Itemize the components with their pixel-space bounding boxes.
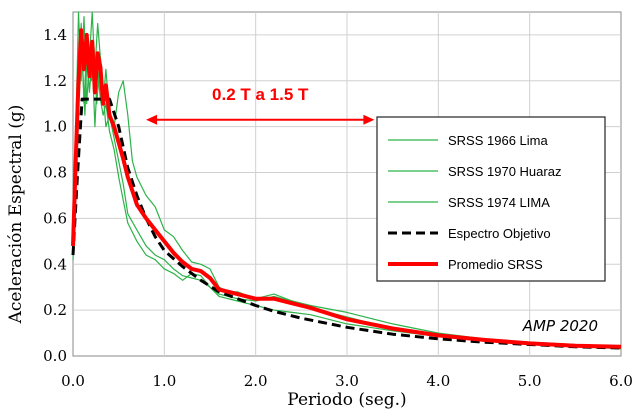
y-tick-label: 1.4 [43, 26, 67, 44]
y-tick-label: 0.2 [43, 301, 67, 319]
x-tick-label: 2.0 [244, 372, 268, 390]
y-tick-label: 0.6 [43, 209, 67, 227]
x-tick-label: 0.0 [61, 372, 85, 390]
x-tick-label: 6.0 [609, 372, 633, 390]
author-signature: AMP 2020 [522, 317, 598, 335]
legend-label: Promedio SRSS [448, 257, 543, 272]
y-tick-label: 0.0 [43, 347, 67, 365]
y-tick-label: 1.2 [43, 72, 67, 90]
tick-layer: 0.0 0.2 0.4 0.6 0.8 1.0 1.2 1.4 0.0 1.0 2.0 3.0 4.0 5… [43, 26, 633, 390]
period-range-annotation: 0.2 T a 1.5 T [146, 85, 375, 125]
legend-label: SRSS 1974 LIMA [448, 195, 550, 210]
y-axis-title: Aceleración Espectral (g) [6, 105, 26, 325]
x-tick-label: 5.0 [518, 372, 542, 390]
y-tick-label: 1.0 [43, 118, 67, 136]
y-tick-label: 0.8 [43, 164, 67, 182]
x-tick-label: 1.0 [152, 372, 176, 390]
legend: SRSS 1966 Lima SRSS 1970 Huaraz SRSS 1974 … [376, 116, 606, 282]
series-line-4 [71, 28, 622, 349]
legend-label: Espectro Objetivo [448, 226, 551, 241]
legend-label: SRSS 1970 Huaraz [448, 164, 561, 179]
period-range-arrow-right-head [363, 114, 375, 125]
legend-label: SRSS 1966 Lima [448, 133, 548, 148]
x-tick-label: 3.0 [335, 372, 359, 390]
legend-box [376, 116, 606, 282]
series-line-3 [71, 97, 622, 350]
grid-layer [73, 12, 621, 356]
period-range-label: 0.2 T a 1.5 T [212, 85, 309, 104]
series-line-1 [72, 11, 622, 348]
y-tick-label: 0.4 [43, 255, 67, 273]
legend-items: SRSS 1966 Lima SRSS 1970 Huaraz SRSS 1974 … [388, 133, 561, 272]
series-layer [71, 11, 622, 350]
period-range-arrow-left-head [146, 114, 158, 125]
x-tick-label: 4.0 [426, 372, 450, 390]
x-axis-title: Periodo (seg.) [287, 390, 406, 410]
